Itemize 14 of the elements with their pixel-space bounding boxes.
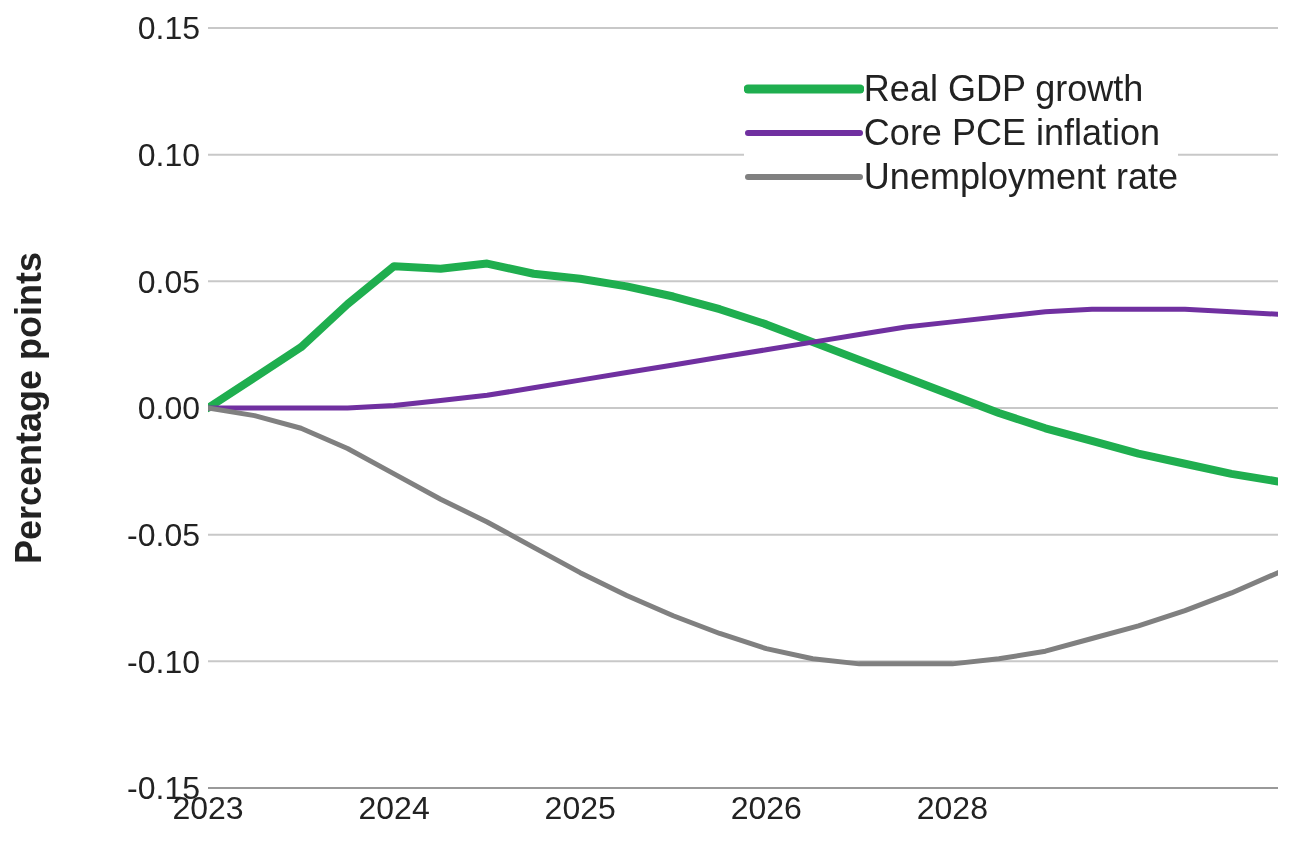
legend-label: Core PCE inflation	[863, 112, 1160, 154]
y-tick-label: 0.00	[137, 390, 200, 427]
legend-label: Unemployment rate	[863, 156, 1178, 198]
legend-label: Real GDP growth	[863, 68, 1144, 110]
y-tick-label: -0.05	[127, 517, 200, 554]
x-tick-label: 2028	[916, 789, 988, 826]
y-axis-title: Percentage points	[7, 251, 49, 565]
x-tick-label: 2026	[730, 789, 802, 826]
x-tick-label: 2025	[544, 789, 616, 826]
y-tick-label: -0.10	[127, 643, 200, 680]
y-tick-label: 0.15	[137, 10, 200, 47]
x-tick-label: 2024	[358, 789, 430, 826]
y-tick-label: 0.10	[137, 137, 200, 174]
y-tick-label: 0.05	[137, 263, 200, 300]
